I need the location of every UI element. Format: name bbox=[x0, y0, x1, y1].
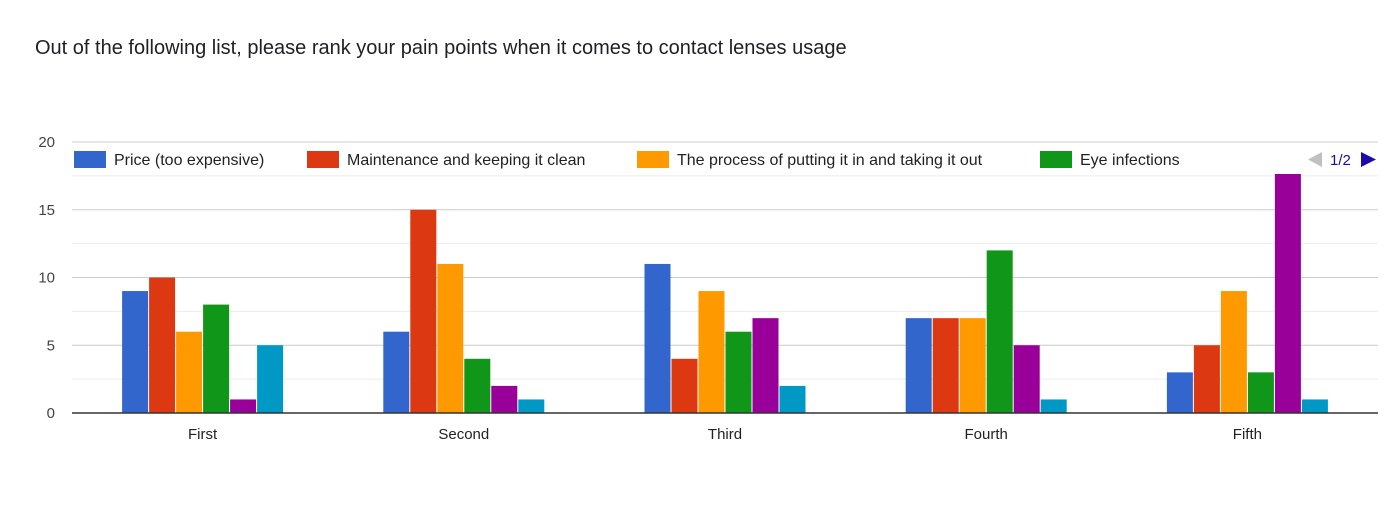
legend-label: Price (too expensive) bbox=[114, 152, 264, 169]
bar bbox=[203, 304, 230, 413]
legend-swatch bbox=[637, 151, 669, 168]
gridlines bbox=[72, 141, 1378, 380]
y-tick-label: 10 bbox=[38, 270, 55, 287]
pager-prev-icon[interactable] bbox=[1308, 152, 1322, 167]
bar bbox=[230, 399, 257, 413]
x-tick-label: Third bbox=[708, 426, 742, 443]
bar bbox=[779, 385, 806, 413]
bar bbox=[959, 318, 986, 413]
bar bbox=[410, 209, 437, 413]
pager-next-icon[interactable] bbox=[1361, 152, 1376, 167]
legend-background bbox=[72, 146, 1378, 174]
bar bbox=[644, 263, 671, 413]
bar bbox=[464, 358, 491, 413]
bar bbox=[518, 399, 545, 413]
chart-title: Out of the following list, please rank y… bbox=[35, 37, 847, 59]
bar bbox=[383, 331, 410, 413]
y-tick-label: 5 bbox=[47, 337, 55, 354]
bar bbox=[1301, 399, 1328, 413]
bar bbox=[1220, 291, 1247, 413]
y-tick-label: 15 bbox=[38, 202, 55, 219]
bar bbox=[257, 345, 284, 413]
bar bbox=[149, 277, 176, 413]
legend-label: The process of putting it in and taking … bbox=[677, 152, 983, 169]
bar bbox=[122, 291, 149, 413]
x-tick-label: Second bbox=[438, 426, 489, 443]
bar bbox=[932, 318, 959, 413]
legend-swatch bbox=[307, 151, 339, 168]
bar bbox=[491, 385, 518, 413]
legend-page-indicator: 1/2 bbox=[1330, 152, 1351, 169]
x-tick-label: Fourth bbox=[965, 426, 1008, 443]
bar bbox=[1193, 345, 1220, 413]
bar bbox=[1274, 169, 1301, 413]
bar bbox=[752, 318, 779, 413]
legend-swatch bbox=[1040, 151, 1072, 168]
legend: Price (too expensive) Maintenance and kee… bbox=[72, 146, 1378, 174]
x-tick-label: Fifth bbox=[1233, 426, 1262, 443]
y-tick-label: 0 bbox=[47, 405, 55, 422]
legend-label: Maintenance and keeping it clean bbox=[347, 152, 585, 169]
bar bbox=[1247, 372, 1274, 413]
x-tick-label: First bbox=[188, 426, 218, 443]
bar bbox=[1013, 345, 1040, 413]
legend-label: Eye infections bbox=[1080, 152, 1180, 169]
legend-swatch bbox=[74, 151, 106, 168]
bar bbox=[671, 358, 698, 413]
bar bbox=[1040, 399, 1067, 413]
bar bbox=[176, 331, 203, 413]
bar bbox=[905, 318, 932, 413]
bar bbox=[725, 331, 752, 413]
y-axis: 0 5 10 15 20 bbox=[38, 134, 55, 422]
bar bbox=[698, 291, 725, 413]
bar bbox=[437, 263, 464, 413]
bar bbox=[986, 250, 1013, 413]
y-tick-label: 20 bbox=[38, 134, 55, 151]
x-axis: First Second Third Fourth Fifth bbox=[72, 412, 1378, 443]
bars bbox=[122, 169, 1328, 413]
bar bbox=[1166, 372, 1193, 413]
